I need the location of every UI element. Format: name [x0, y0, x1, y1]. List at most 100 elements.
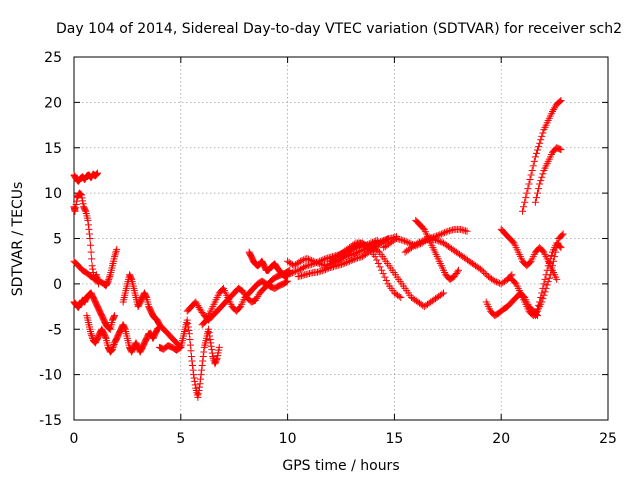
data-point [72, 200, 80, 208]
data-points [70, 97, 567, 401]
data-point [112, 247, 120, 255]
data-point [528, 166, 536, 174]
data-point [194, 393, 202, 401]
data-point [190, 374, 198, 382]
data-point [550, 257, 558, 265]
data-point [205, 329, 213, 337]
data-point [481, 269, 489, 277]
data-point [374, 247, 382, 255]
data-point [253, 294, 261, 302]
data-point [351, 249, 359, 257]
data-point [559, 230, 567, 238]
data-point [106, 272, 114, 280]
data-point [531, 153, 539, 161]
data-point [194, 302, 202, 310]
data-point [551, 104, 559, 112]
data-point [186, 341, 194, 349]
data-point [323, 265, 331, 273]
data-point [374, 259, 382, 267]
data-point [85, 225, 93, 233]
data-point [111, 312, 119, 320]
data-point [547, 266, 555, 274]
data-point [183, 316, 191, 324]
data-point [531, 198, 539, 206]
data-point [527, 171, 535, 179]
data-point [194, 390, 202, 398]
data-point [176, 344, 184, 352]
data-point [543, 281, 551, 289]
data-point [298, 264, 306, 272]
data-point [93, 169, 101, 177]
data-point [348, 251, 356, 259]
data-point [359, 246, 367, 254]
data-point [322, 266, 330, 274]
data-point [200, 348, 208, 356]
data-point [285, 270, 293, 278]
data-point [546, 271, 554, 279]
data-point [521, 198, 529, 206]
data-point [88, 262, 96, 270]
data-point [537, 177, 545, 185]
data-point [434, 231, 442, 239]
data-point [350, 240, 358, 248]
data-point [523, 189, 531, 197]
data-point [192, 298, 200, 306]
data-point [548, 262, 556, 270]
data-point [376, 263, 384, 271]
y-tick-label: 20 [44, 95, 62, 111]
data-point [108, 345, 116, 353]
y-tick-label: -15 [39, 413, 62, 429]
data-point [295, 258, 303, 266]
data-point [189, 362, 197, 370]
data-point [463, 227, 471, 235]
data-point [522, 194, 530, 202]
data-point [530, 157, 538, 165]
data-point [401, 237, 409, 245]
data-point [283, 278, 291, 286]
data-point [189, 366, 197, 374]
y-tick-labels: -15 -10 -5 0 5 10 15 20 25 [39, 50, 62, 429]
data-point [196, 380, 204, 388]
data-point [88, 255, 96, 263]
data-point [309, 257, 317, 265]
data-point [110, 313, 118, 321]
data-point [344, 258, 352, 266]
data-point [540, 280, 548, 288]
data-point [308, 257, 316, 265]
data-point [454, 266, 462, 274]
data-point [205, 325, 213, 333]
y-tick-label: 10 [44, 186, 62, 202]
plot-area-frame [73, 56, 609, 421]
y-tick-label: -10 [39, 368, 62, 384]
data-point [545, 258, 553, 266]
data-point [311, 258, 319, 266]
data-point [489, 276, 497, 284]
data-point [93, 170, 101, 178]
data-point [320, 255, 328, 263]
data-point [208, 346, 216, 354]
data-point [72, 204, 80, 212]
data-point [378, 266, 386, 274]
data-point [404, 238, 412, 246]
chart-title: Day 104 of 2014, Sidereal Day-to-day VTE… [56, 21, 622, 37]
data-point [541, 288, 549, 296]
data-point [296, 265, 304, 273]
data-point [206, 335, 214, 343]
y-tick-label: 0 [53, 277, 62, 293]
data-point [142, 292, 150, 300]
data-point [433, 236, 441, 244]
data-point [79, 197, 87, 205]
data-point [382, 236, 390, 244]
data-point [557, 146, 565, 154]
data-point [415, 238, 423, 246]
data-point [84, 216, 92, 224]
data-point [296, 257, 304, 265]
data-point [357, 247, 365, 255]
data-point [402, 238, 410, 246]
data-point [491, 277, 499, 285]
data-point [435, 237, 443, 245]
data-point [363, 242, 371, 250]
data-point [193, 300, 201, 308]
data-point [288, 269, 296, 277]
x-tick-label: 10 [279, 431, 297, 447]
